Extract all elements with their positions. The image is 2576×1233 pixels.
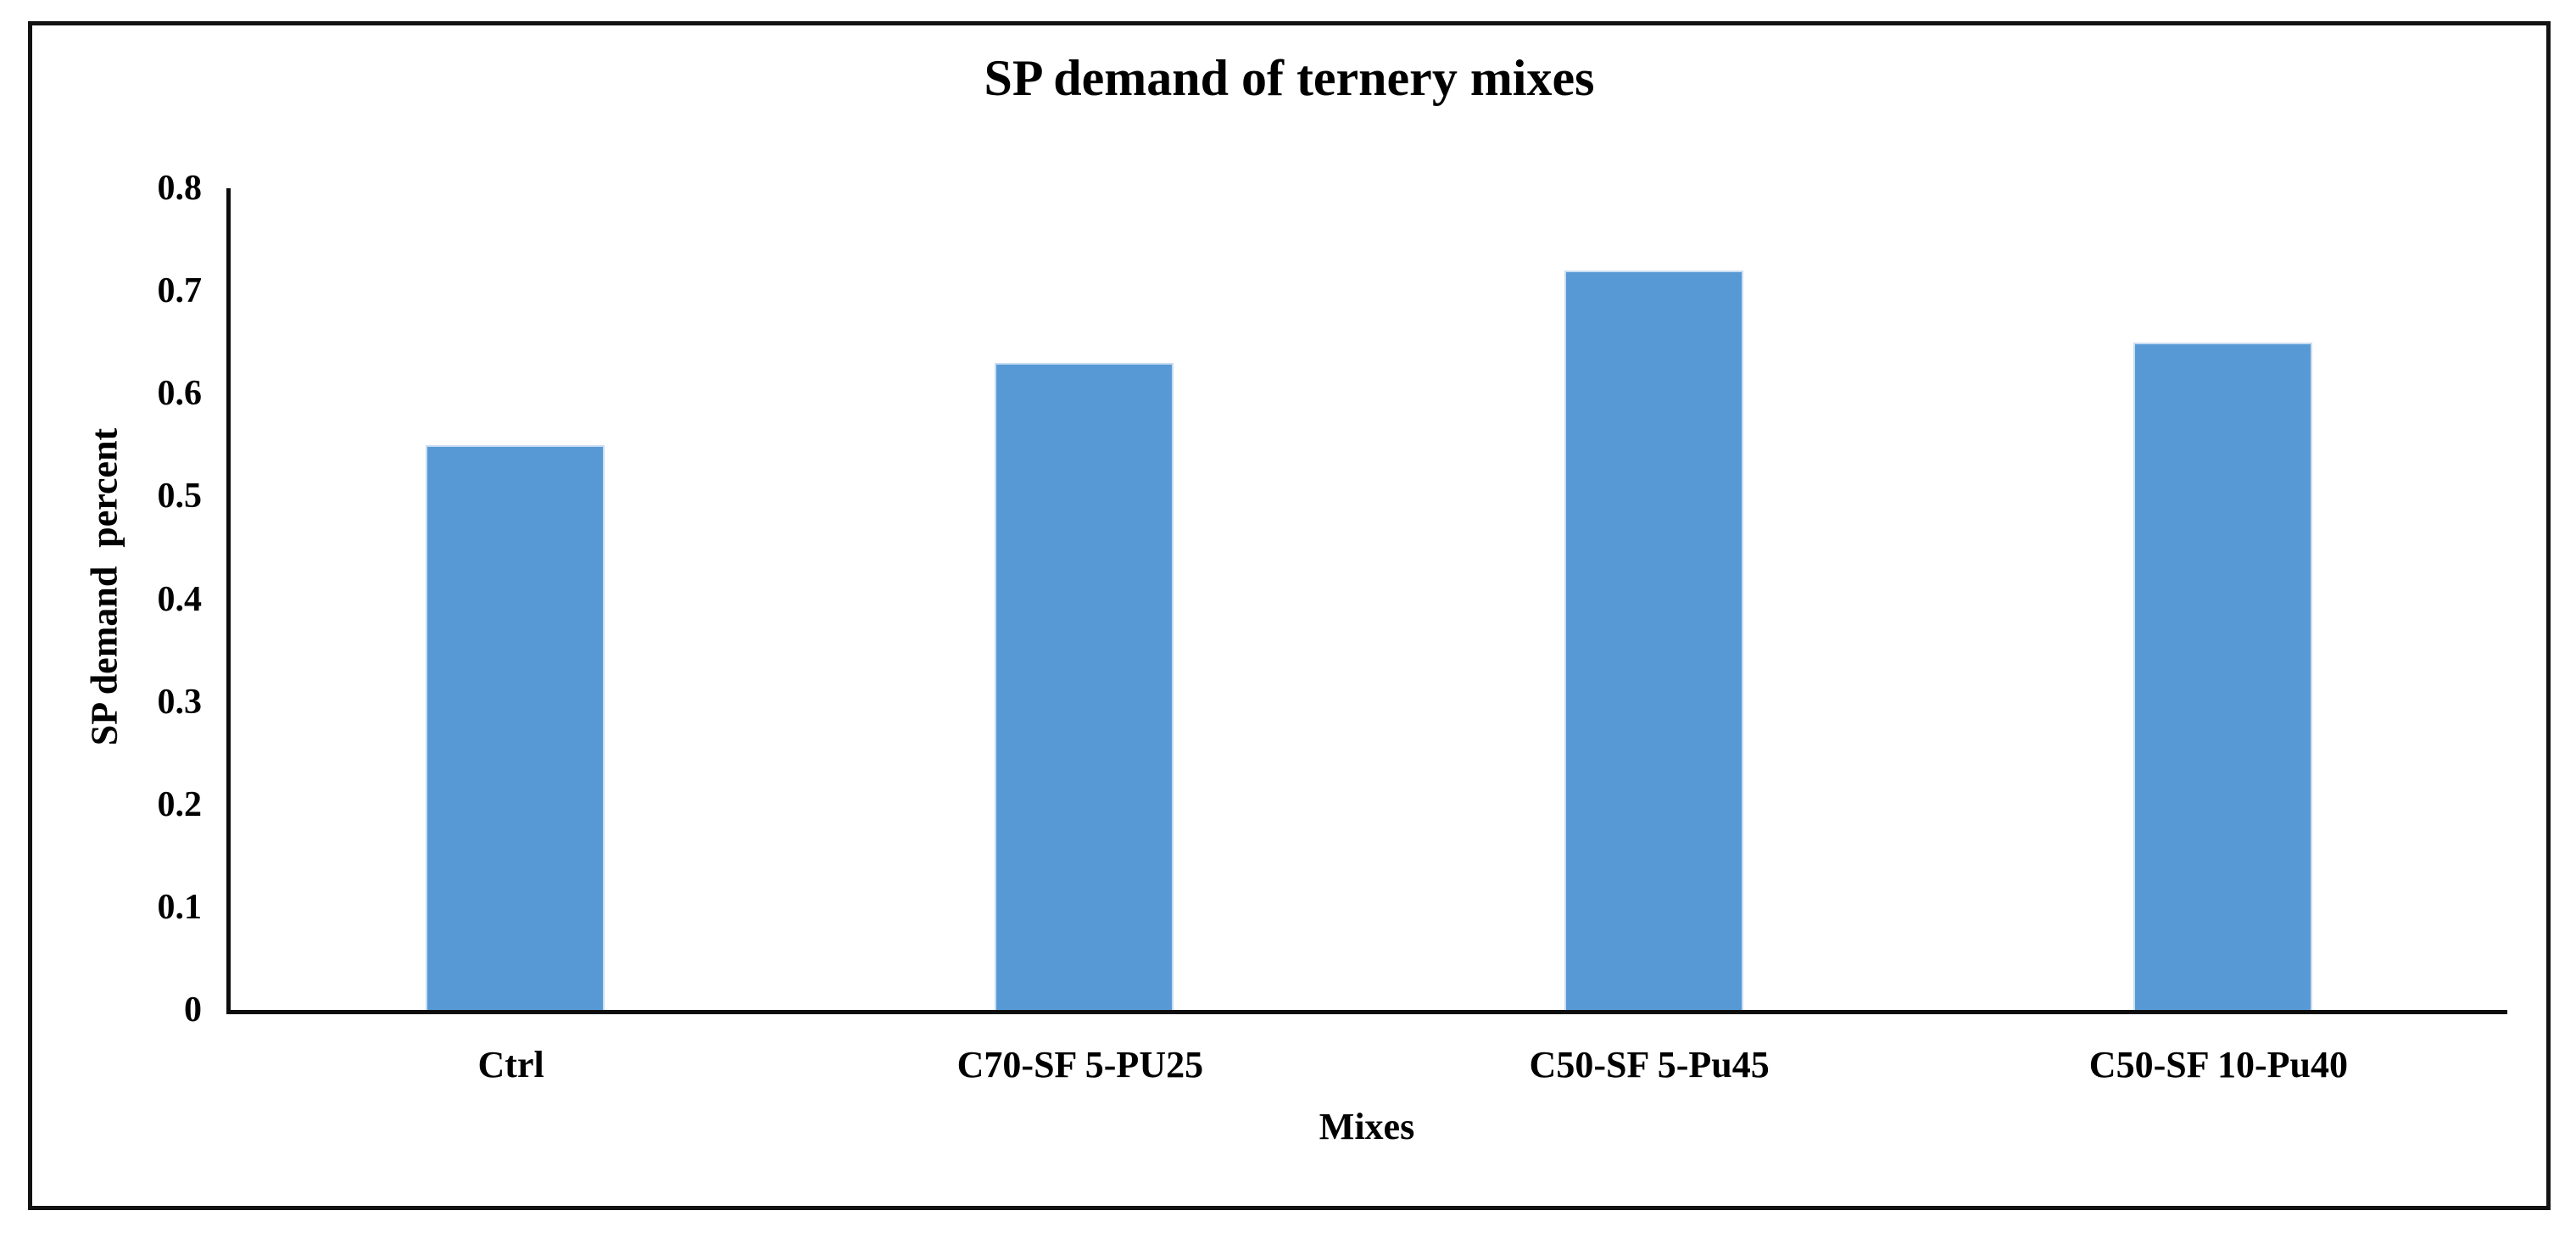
x-tick-label: C50-SF 5-Pu45 (1529, 1044, 1770, 1085)
y-tick-label: 0.4 (157, 579, 203, 619)
plot-area (226, 188, 2507, 1014)
x-tick-label: C50-SF 10-Pu40 (2088, 1044, 2348, 1085)
y-tick-label: 0 (184, 990, 202, 1029)
x-tick-label: C70-SF 5-PU25 (956, 1044, 1204, 1085)
y-tick-label: 0.3 (157, 682, 203, 722)
bar-ctrl (426, 444, 605, 1010)
x-tick-label: Ctrl (477, 1044, 544, 1085)
bar-c70-sf-5-pu25 (995, 362, 1174, 1010)
bar-c50-sf-10-pu40 (2133, 342, 2312, 1010)
y-tick-label: 0.7 (157, 271, 203, 311)
y-tick-label: 0.8 (157, 169, 203, 208)
x-axis-title: Mixes (1319, 1106, 1415, 1147)
y-tick-label: 0.6 (157, 374, 203, 414)
y-tick-label: 0.2 (157, 784, 203, 824)
chart-title: SP demand of ternery mixes (984, 50, 1595, 106)
y-tick-label: 0.5 (157, 477, 203, 516)
y-tick-label: 0.1 (157, 887, 203, 927)
bar-c50-sf-5-pu45 (1564, 270, 1743, 1010)
